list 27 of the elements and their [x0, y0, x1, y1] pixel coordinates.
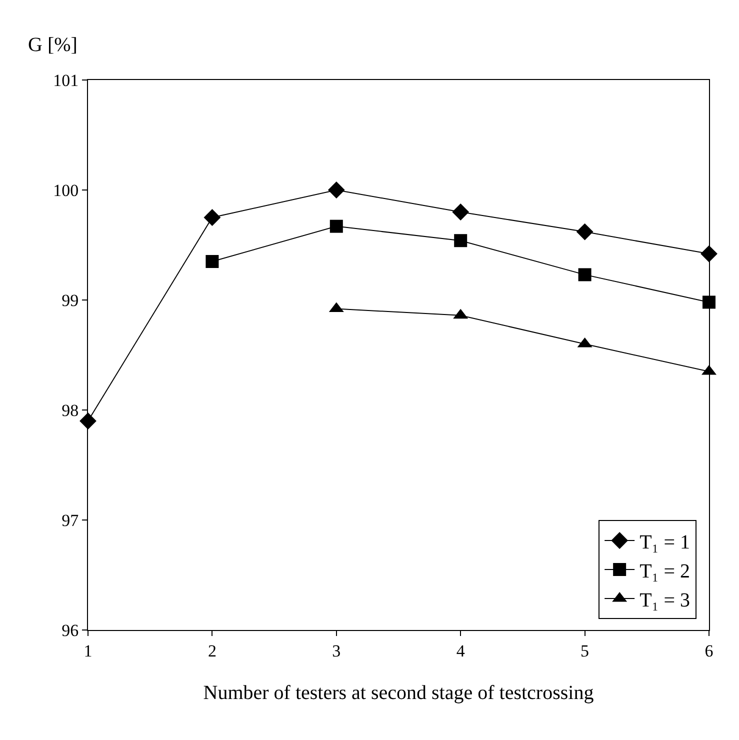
y-tick-label: 98 [62, 400, 79, 420]
x-tick-label: 6 [704, 641, 714, 660]
legend-label: T₁ = 3 [640, 589, 690, 612]
x-tick-label: 3 [332, 641, 341, 660]
point [452, 204, 470, 220]
point [700, 245, 718, 262]
y-axis-title: G [%] [28, 34, 78, 56]
x-tick-label: 1 [84, 641, 92, 660]
x-tick-label: 4 [456, 641, 466, 660]
point [454, 234, 468, 248]
point [702, 296, 716, 309]
point [330, 220, 343, 233]
point [206, 255, 219, 268]
point [576, 223, 594, 240]
y-tick-label: 97 [62, 510, 80, 530]
point [328, 182, 345, 198]
y-tick-label: 99 [62, 290, 79, 310]
legend-label: T₁ = 1 [640, 531, 690, 554]
y-tick-label: 100 [53, 180, 79, 200]
y-tick-label: 101 [53, 70, 79, 90]
x-tick-label: 2 [208, 641, 216, 660]
y-tick-label: 96 [62, 620, 79, 640]
x-axis-title: Number of testers at second stage of testcrossing [203, 682, 594, 704]
legend-label: T₁ = 2 [640, 560, 690, 582]
point [204, 209, 221, 226]
x-tick-label: 5 [580, 641, 590, 660]
point [578, 268, 592, 282]
